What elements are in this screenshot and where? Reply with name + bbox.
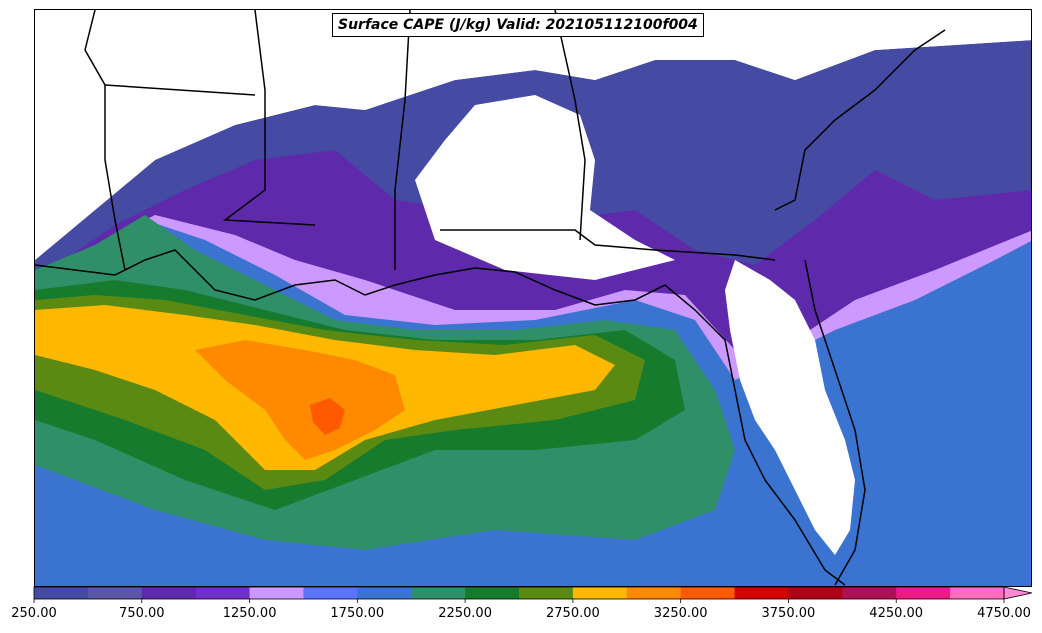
coastline-atlantic — [774, 29, 946, 211]
state-line-ms-al — [394, 10, 411, 270]
colorbar-tick-label: 3250.00 — [653, 606, 708, 621]
state-line-fl-north — [440, 229, 776, 261]
colorbar-tick-label: 4250.00 — [869, 606, 924, 621]
cape-layer-3250 — [310, 398, 345, 435]
colorbar-segment — [950, 587, 1005, 599]
colorbar — [33, 586, 1033, 603]
land-no-cape — [35, 10, 1031, 555]
florida-east-coast — [804, 259, 866, 586]
colorbar-tick-label: 2250.00 — [438, 606, 492, 621]
state-boundaries — [35, 10, 946, 586]
cape-map — [34, 9, 1032, 587]
colorbar-segment — [788, 587, 843, 599]
colorbar-segment — [411, 587, 466, 599]
colorbar-tick-label: 1250.00 — [222, 606, 277, 621]
colorbar-segment — [303, 587, 358, 599]
colorbar-tick-label: 750.00 — [119, 606, 165, 621]
colorbar-outline — [33, 586, 1005, 600]
colorbar-segment — [141, 587, 197, 599]
colorbar-segment — [842, 587, 897, 599]
colorbar-segment — [249, 587, 304, 599]
coastline-gulf — [35, 249, 846, 586]
colorbar-segment — [195, 587, 251, 599]
colorbar-svg — [33, 586, 1033, 603]
state-line-ar-la — [104, 84, 256, 96]
land-region-north — [35, 10, 1031, 260]
colorbar-segment — [357, 587, 412, 599]
map-title: Surface CAPE (J/kg) Valid: 202105112100f… — [332, 13, 704, 37]
colorbar-tick-label: 1750.00 — [330, 606, 385, 621]
colorbar-tick-label: 2750.00 — [546, 606, 600, 621]
colorbar-segment — [896, 587, 951, 599]
colorbar-tick-label: 4750.00 — [977, 606, 1031, 621]
colorbar-segment — [680, 587, 736, 599]
state-line-al-ga — [554, 10, 586, 241]
land-region-florida — [725, 260, 855, 555]
colorbar-segment — [465, 587, 520, 599]
state-line-la-ms — [222, 10, 316, 226]
land-region-alabama — [415, 95, 675, 280]
cape-field — [35, 40, 1031, 586]
colorbar-tick-label: 250.00 — [11, 606, 57, 621]
state-line-tx-la — [84, 10, 126, 271]
map-canvas — [35, 10, 1031, 586]
colorbar-segment — [87, 587, 143, 599]
colorbar-segment — [734, 587, 789, 599]
cape-layer-3000 — [195, 340, 405, 460]
colorbar-segment — [572, 587, 628, 599]
colorbar-tick-label: 3750.00 — [761, 606, 816, 621]
colorbar-segment — [34, 587, 89, 599]
colorbar-extend-arrow — [1003, 586, 1033, 600]
colorbar-segment — [626, 587, 682, 599]
colorbar-segment — [519, 587, 574, 599]
